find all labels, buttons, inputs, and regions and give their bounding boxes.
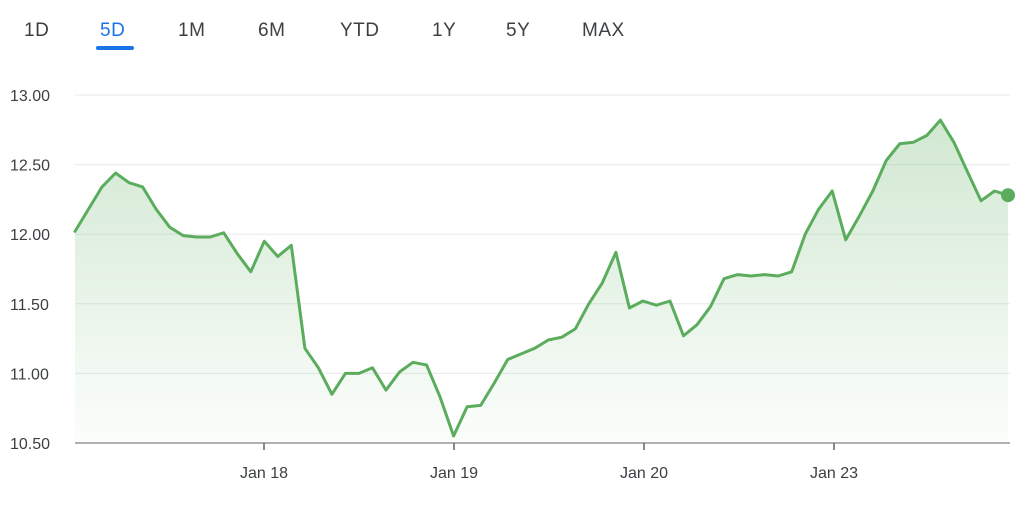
x-axis: Jan 18 Jan 19 Jan 20 Jan 23: [240, 443, 858, 482]
last-price-point: [1001, 188, 1015, 203]
tab-1m[interactable]: 1M: [178, 20, 206, 41]
tab-5d[interactable]: 5D: [100, 20, 126, 41]
tab-max[interactable]: MAX: [582, 20, 625, 41]
tab-1y[interactable]: 1Y: [432, 20, 457, 41]
y-tick-label: 10.50: [10, 436, 50, 453]
y-tick-label: 12.00: [10, 227, 50, 244]
tab-ytd[interactable]: YTD: [340, 20, 380, 41]
x-tick-label: Jan 20: [620, 465, 668, 482]
x-tick-label: Jan 23: [810, 465, 858, 482]
y-tick-label: 11.00: [10, 366, 49, 383]
price-line: [73, 118, 1010, 438]
x-tick-label: Jan 19: [430, 465, 478, 482]
x-tick-label: Jan 18: [240, 465, 288, 482]
active-tab-indicator: [96, 46, 134, 50]
range-tabs: 1D 5D 1M 6M YTD 1Y 5Y MAX: [0, 0, 1024, 60]
y-tick-label: 12.50: [10, 158, 50, 175]
y-tick-label: 11.50: [10, 297, 49, 314]
y-tick-label: 13.00: [10, 88, 50, 105]
y-axis: 13.00 12.50 12.00 11.50 11.00 10.50: [10, 88, 50, 453]
tab-6m[interactable]: 6M: [258, 20, 286, 41]
tab-5y[interactable]: 5Y: [506, 20, 531, 41]
tab-1d[interactable]: 1D: [24, 20, 50, 41]
price-area: [75, 120, 1008, 443]
